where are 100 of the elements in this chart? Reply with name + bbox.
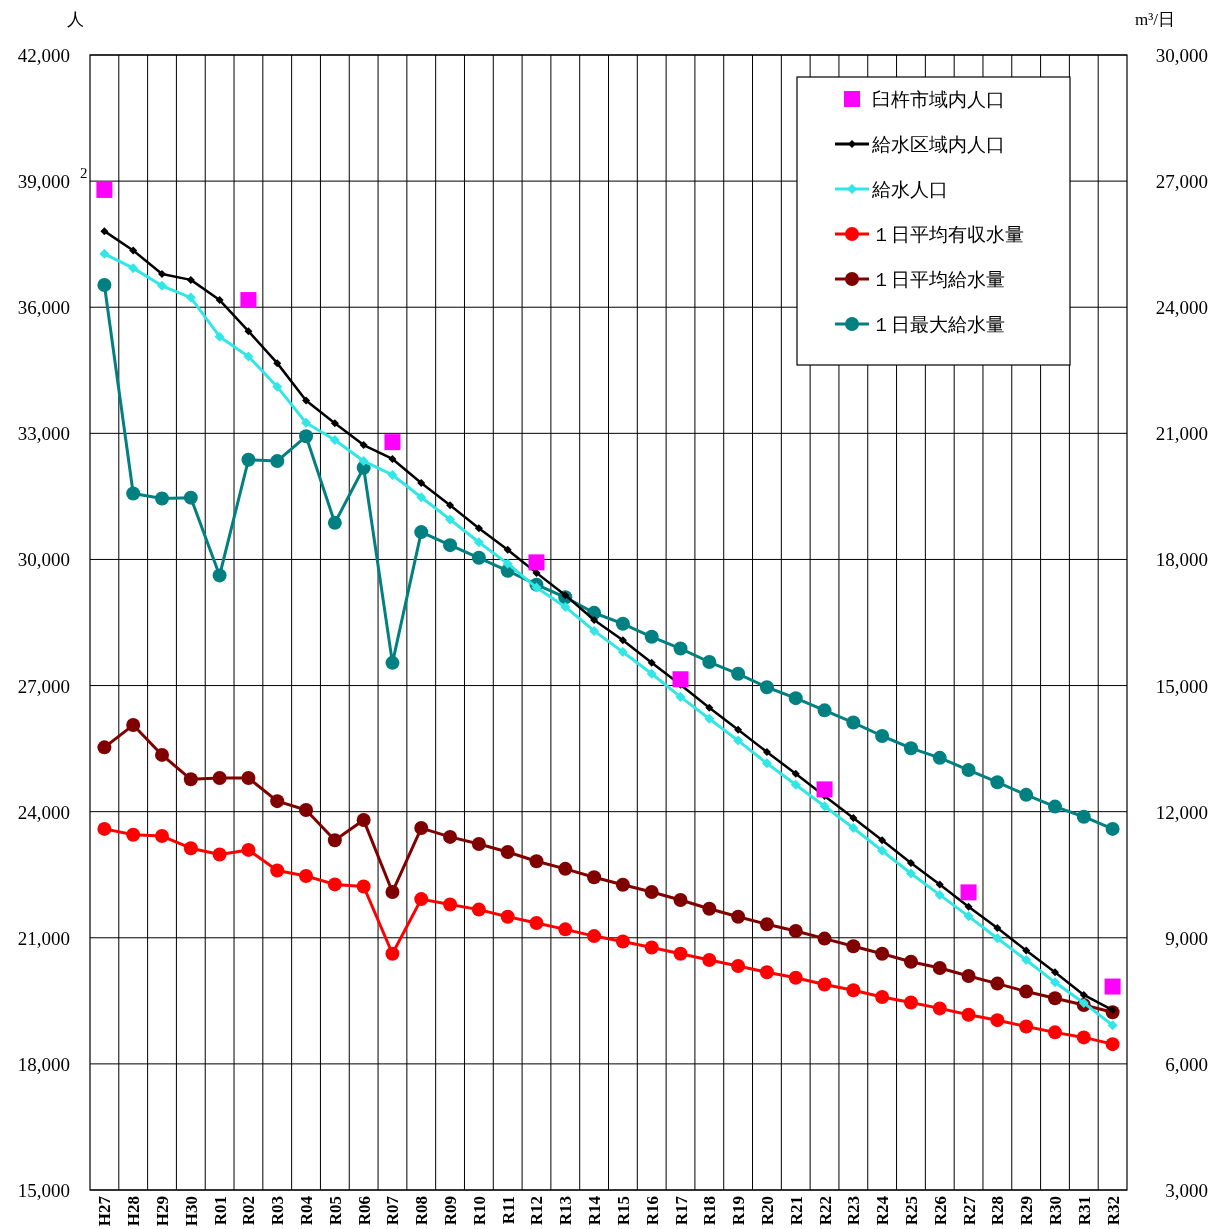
x-tick-label: H29 — [153, 1196, 173, 1227]
point — [471, 550, 486, 565]
x-tick-label: R15 — [613, 1196, 633, 1226]
point — [99, 248, 110, 259]
point — [155, 491, 170, 506]
x-tick-label: R17 — [671, 1195, 691, 1226]
point — [934, 889, 945, 900]
point — [705, 703, 714, 712]
legend-label: １日最大給水量 — [872, 314, 1005, 335]
point — [759, 965, 774, 980]
point — [270, 863, 285, 878]
y2-tick-label: 24,000 — [1155, 297, 1208, 319]
text: 2 — [80, 165, 88, 181]
y-tick-label: 30,000 — [17, 549, 70, 571]
point — [443, 897, 458, 912]
point — [356, 813, 371, 828]
x-tick-label: R25 — [901, 1196, 921, 1226]
point — [384, 434, 401, 451]
legend-label: １日平均有収水量 — [872, 224, 1024, 245]
point — [790, 779, 801, 790]
point — [733, 735, 744, 746]
point — [1050, 968, 1059, 977]
point — [906, 858, 915, 867]
point — [644, 940, 659, 955]
point — [500, 909, 515, 924]
x-tick-label: R32 — [1103, 1196, 1123, 1226]
point — [734, 725, 743, 734]
point — [529, 854, 544, 869]
point — [186, 275, 195, 284]
point — [647, 658, 656, 667]
point — [327, 833, 342, 848]
point — [157, 280, 168, 291]
point — [817, 931, 832, 946]
point — [446, 501, 455, 510]
point — [875, 729, 890, 743]
point — [183, 490, 198, 505]
point — [1104, 978, 1121, 995]
x-tick-label: R02 — [239, 1196, 259, 1226]
point — [214, 331, 225, 342]
point — [673, 641, 688, 656]
point — [212, 568, 227, 583]
point — [819, 801, 830, 812]
point — [846, 715, 861, 730]
point — [615, 934, 630, 949]
point — [502, 558, 513, 569]
point — [414, 525, 429, 540]
point — [443, 829, 458, 844]
point — [126, 718, 141, 733]
y2-tick-label: 6,000 — [1165, 1053, 1208, 1075]
point — [97, 740, 112, 755]
x-tick-label: R03 — [268, 1196, 288, 1226]
point — [878, 836, 887, 845]
x-tick-label: R18 — [700, 1196, 720, 1226]
point — [672, 671, 689, 688]
point — [473, 537, 484, 548]
point — [185, 292, 196, 303]
x-tick-label: H27 — [95, 1195, 115, 1227]
point — [587, 870, 602, 885]
point — [243, 351, 254, 362]
point — [1022, 946, 1031, 955]
y2-tick-label: 12,000 — [1155, 801, 1208, 823]
point — [558, 861, 573, 876]
point — [385, 946, 400, 961]
point — [848, 823, 859, 834]
point — [387, 469, 398, 480]
point — [414, 892, 429, 907]
point — [1047, 1025, 1062, 1040]
point — [158, 270, 167, 279]
point — [503, 545, 512, 554]
point — [1019, 984, 1034, 999]
point — [155, 747, 170, 762]
y-tick-label: 15,000 — [17, 1180, 70, 1201]
y-tick-label: 27,000 — [17, 675, 70, 697]
point — [558, 922, 573, 937]
point — [646, 668, 657, 679]
point — [97, 821, 112, 836]
x-tick-label: R09 — [441, 1196, 461, 1226]
point — [961, 763, 976, 778]
y2-tick-label: 15,000 — [1155, 675, 1208, 697]
point — [1021, 955, 1032, 966]
point — [215, 296, 224, 305]
point — [1105, 1037, 1120, 1052]
point — [615, 616, 630, 631]
point — [932, 750, 947, 765]
point — [759, 680, 774, 695]
x-tick-label: R21 — [786, 1196, 806, 1226]
legend-label: 給水人口 — [871, 179, 948, 200]
point — [301, 417, 312, 428]
point — [416, 492, 427, 503]
point — [183, 772, 198, 787]
point — [932, 961, 947, 976]
point — [128, 263, 139, 274]
point — [961, 969, 976, 984]
x-tick-label: R31 — [1074, 1196, 1094, 1226]
y2-tick-label: 27,000 — [1155, 171, 1208, 193]
point — [241, 771, 256, 786]
point — [529, 916, 544, 931]
point — [270, 454, 285, 469]
y-tick-label: 42,000 — [17, 45, 70, 66]
legend-label: １日平均給水量 — [872, 269, 1005, 290]
